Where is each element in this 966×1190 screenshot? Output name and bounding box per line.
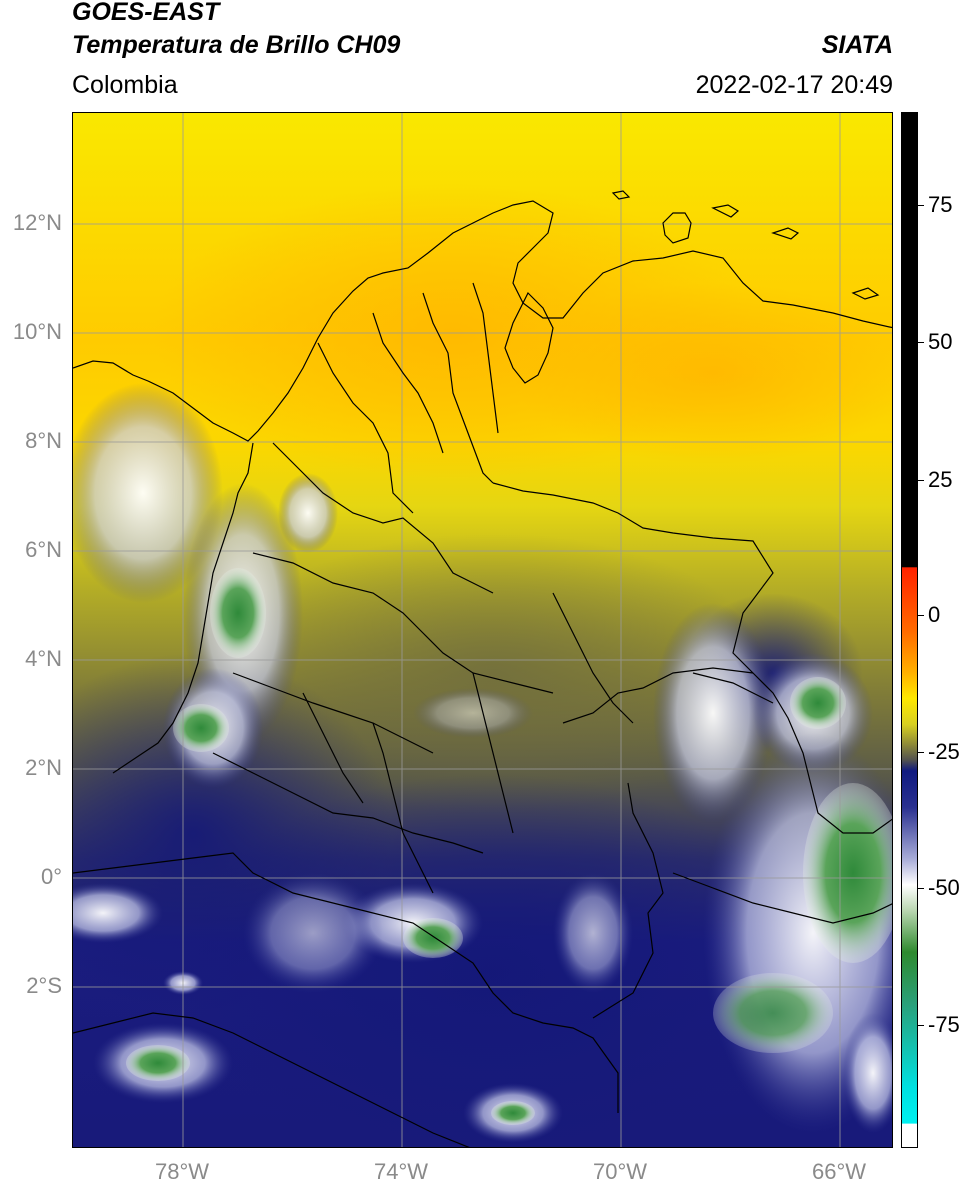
lat-label-12n: 12°N [12, 210, 62, 235]
lat-label-8n: 8°N [25, 428, 62, 453]
product-title: Temperatura de Brillo CH09 [72, 31, 401, 59]
colorbar-tick [918, 888, 924, 889]
colorbar-tick [918, 342, 924, 343]
datetime-label: 2022-02-17 20:49 [695, 71, 893, 99]
satellite-map [72, 112, 893, 1148]
lat-label-2s: 2°S [26, 973, 62, 998]
colorbar-tick [918, 615, 924, 616]
colorbar-label-minus75: -75 [928, 1012, 960, 1037]
lat-label-2n: 2°N [25, 755, 62, 780]
colorbar-label-25: 25 [928, 467, 953, 492]
lat-label-6n: 6°N [25, 537, 62, 562]
colorbar-label-50: 50 [928, 329, 953, 354]
colorbar-label-0: 0 [928, 602, 941, 627]
temperature-colorbar [901, 112, 918, 1148]
colorbar-label-minus25: -25 [928, 739, 960, 764]
satellite-title: GOES-EAST [72, 0, 220, 26]
cloud-cluster-amazon [243, 688, 633, 1143]
lon-label-70w: 70°W [592, 1159, 648, 1184]
lon-label-78w: 78°W [154, 1159, 210, 1184]
lat-label-4n: 4°N [25, 646, 62, 671]
colorbar-label-75: 75 [928, 192, 953, 217]
lat-label-0: 0° [40, 864, 62, 889]
coastlines-and-borders [73, 190, 892, 1147]
lat-label-10n: 10°N [12, 319, 62, 344]
graticule [73, 113, 892, 1147]
colorbar-label-minus50: -50 [928, 875, 960, 900]
lon-label-66w: 66°W [811, 1159, 867, 1184]
colorbar-tick [918, 1025, 924, 1026]
colorbar-tick [918, 480, 924, 481]
organization-label: SIATA [821, 31, 893, 59]
lon-label-74w: 74°W [373, 1159, 429, 1184]
colorbar-tick [918, 205, 924, 206]
colorbar-tick [918, 752, 924, 753]
cloud-cluster-pacific [73, 383, 338, 1103]
region-label: Colombia [72, 71, 178, 99]
